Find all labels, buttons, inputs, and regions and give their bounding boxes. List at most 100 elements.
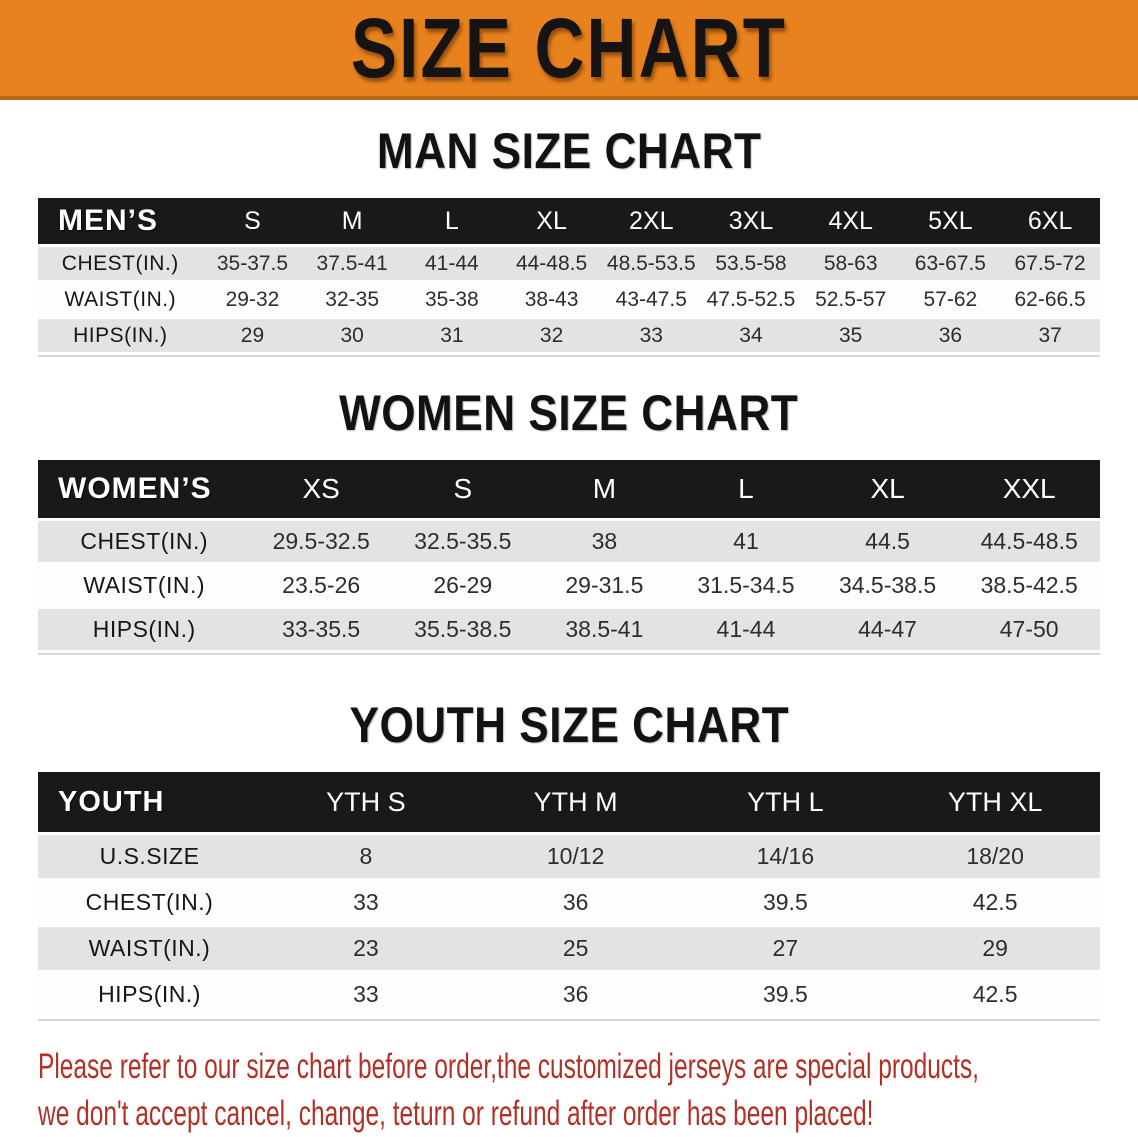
- size-cell: 32.5-35.5: [391, 521, 534, 562]
- size-cell: 35-38: [402, 283, 502, 316]
- size-cell: 44-48.5: [501, 247, 602, 280]
- youth-size-section: YOUTH SIZE CHART YOUTH YTH S YTH M YTH L YTH…: [0, 696, 1138, 1021]
- women-size-section: WOMEN SIZE CHART WOMEN’S XS S M L XL XXL CHEST(…: [0, 384, 1138, 655]
- size-cell: 29-31.5: [533, 565, 676, 606]
- size-cell: 23.5-26: [250, 565, 392, 606]
- women-column-header-2: M: [533, 460, 676, 518]
- men-table-row-2: HIPS(IN.) 29 30 31 32 33 34 35 36 37: [38, 319, 1100, 352]
- men-column-header-3: XL: [501, 198, 602, 244]
- row-label: WAIST(IN.): [38, 565, 251, 606]
- size-cell: 38.5-41: [533, 609, 676, 650]
- men-column-header-2: L: [402, 198, 502, 244]
- size-cell: 47.5-52.5: [701, 283, 801, 316]
- size-cell: 44.5: [816, 521, 959, 562]
- youth-column-header-0: YTH S: [261, 772, 471, 832]
- men-column-header-4: 2XL: [601, 198, 702, 244]
- youth-table-row-1: CHEST(IN.) 33 36 39.5 42.5: [38, 881, 1100, 924]
- size-cell: 35-37.5: [202, 247, 303, 280]
- women-column-header-3: L: [675, 460, 817, 518]
- size-cell: 29.5-32.5: [250, 521, 392, 562]
- youth-size-table: YOUTH YTH S YTH M YTH L YTH XL U.S.SIZE 8 10/12…: [38, 769, 1100, 1021]
- women-table-row-2: HIPS(IN.) 33-35.5 35.5-38.5 38.5-41 41-44 44-…: [38, 609, 1100, 650]
- size-cell: 30: [302, 319, 403, 352]
- size-cell: 63-67.5: [900, 247, 1001, 280]
- size-cell: 14/16: [680, 835, 891, 878]
- row-label: WAIST(IN.): [38, 927, 262, 970]
- men-section-title: MAN SIZE CHART: [376, 122, 762, 179]
- size-cell: 57-62: [900, 283, 1001, 316]
- row-label: CHEST(IN.): [38, 521, 251, 562]
- row-label: U.S.SIZE: [38, 835, 262, 878]
- size-cell: 44.5-48.5: [958, 521, 1100, 562]
- size-cell: 36: [470, 973, 681, 1016]
- size-cell: 36: [900, 319, 1001, 352]
- size-cell: 23: [261, 927, 471, 970]
- size-cell: 32-35: [302, 283, 403, 316]
- size-cell: 41: [675, 521, 817, 562]
- youth-column-header-1: YTH M: [470, 772, 681, 832]
- size-cell: 33: [261, 881, 471, 924]
- men-table-row-1: WAIST(IN.) 29-32 32-35 35-38 38-43 43-47.5 47.…: [38, 283, 1100, 316]
- disclaimer-text: Please refer to our size chart before or…: [0, 1043, 1138, 1137]
- men-table-row-0: CHEST(IN.) 35-37.5 37.5-41 41-44 44-48.5 48.5…: [38, 247, 1100, 280]
- women-section-title-wrap: WOMEN SIZE CHART: [0, 384, 1138, 440]
- women-column-header-5: XXL: [958, 460, 1100, 518]
- women-column-header-0: XS: [250, 460, 392, 518]
- size-cell: 67.5-72: [1000, 247, 1100, 280]
- size-cell: 38: [533, 521, 676, 562]
- size-cell: 25: [470, 927, 681, 970]
- women-table-row-1: WAIST(IN.) 23.5-26 26-29 29-31.5 31.5-34.5 34…: [38, 565, 1100, 606]
- men-column-header-0: S: [202, 198, 303, 244]
- size-cell: 29: [890, 927, 1100, 970]
- women-column-header-1: S: [391, 460, 534, 518]
- size-cell: 42.5: [890, 973, 1100, 1016]
- size-cell: 10/12: [470, 835, 681, 878]
- size-cell: 29-32: [202, 283, 303, 316]
- size-chart-banner: SIZE CHART: [0, 0, 1138, 100]
- size-cell: 35: [800, 319, 901, 352]
- size-cell: 41-44: [402, 247, 502, 280]
- men-size-section: MAN SIZE CHART MEN’S S M L XL 2XL 3XL 4XL 5XL 6XL…: [0, 122, 1138, 357]
- size-cell: 32: [501, 319, 602, 352]
- banner-title: SIZE CHART: [350, 0, 788, 96]
- women-size-table: WOMEN’S XS S M L XL XXL CHEST(IN.) 29.5-32.5 32.5…: [38, 457, 1100, 655]
- youth-column-header-2: YTH L: [680, 772, 891, 832]
- size-cell: 8: [261, 835, 471, 878]
- youth-section-title: YOUTH SIZE CHART: [349, 696, 789, 753]
- size-cell: 26-29: [391, 565, 534, 606]
- size-cell: 47-50: [958, 609, 1100, 650]
- size-cell: 43-47.5: [601, 283, 702, 316]
- size-cell: 38-43: [501, 283, 602, 316]
- youth-section-title-wrap: YOUTH SIZE CHART: [0, 696, 1138, 752]
- women-column-header-4: XL: [816, 460, 959, 518]
- size-cell: 33: [261, 973, 471, 1016]
- row-label: CHEST(IN.): [38, 247, 203, 280]
- row-label: WAIST(IN.): [38, 283, 203, 316]
- size-cell: 39.5: [680, 973, 891, 1016]
- youth-table-row-3: HIPS(IN.) 33 36 39.5 42.5: [38, 973, 1100, 1016]
- size-cell: 48.5-53.5: [601, 247, 702, 280]
- size-cell: 34: [701, 319, 801, 352]
- row-label: CHEST(IN.): [38, 881, 262, 924]
- youth-table-row-0: U.S.SIZE 8 10/12 14/16 18/20: [38, 835, 1100, 878]
- size-cell: 31.5-34.5: [675, 565, 817, 606]
- size-cell: 29: [202, 319, 303, 352]
- size-cell: 37.5-41: [302, 247, 403, 280]
- disclaimer-line-1: Please refer to our size chart before or…: [38, 1047, 979, 1086]
- women-table-header-label: WOMEN’S: [38, 460, 251, 518]
- size-cell: 36: [470, 881, 681, 924]
- size-cell: 18/20: [890, 835, 1100, 878]
- youth-table-header-label: YOUTH: [38, 772, 262, 832]
- size-cell: 58-63: [800, 247, 901, 280]
- row-label: HIPS(IN.): [38, 319, 203, 352]
- row-label: HIPS(IN.): [38, 973, 262, 1016]
- size-cell: 35.5-38.5: [391, 609, 534, 650]
- size-cell: 42.5: [890, 881, 1100, 924]
- disclaimer-line-2: we don't accept cancel, change, teturn o…: [38, 1094, 874, 1133]
- men-column-header-1: M: [302, 198, 403, 244]
- size-cell: 62-66.5: [1000, 283, 1100, 316]
- men-column-header-5: 3XL: [701, 198, 801, 244]
- men-column-header-6: 4XL: [800, 198, 901, 244]
- women-section-title: WOMEN SIZE CHART: [339, 384, 799, 441]
- row-label: HIPS(IN.): [38, 609, 251, 650]
